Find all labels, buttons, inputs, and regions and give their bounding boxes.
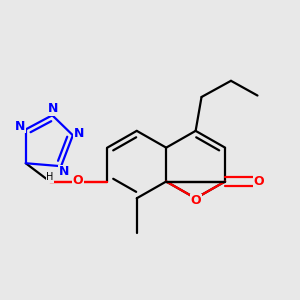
Text: N: N [48,102,59,116]
Text: N: N [59,165,69,178]
Text: O: O [254,175,264,188]
Text: H: H [46,172,54,182]
Text: O: O [190,194,201,207]
Text: N: N [74,127,84,140]
Text: O: O [73,173,83,187]
Text: N: N [15,120,25,133]
